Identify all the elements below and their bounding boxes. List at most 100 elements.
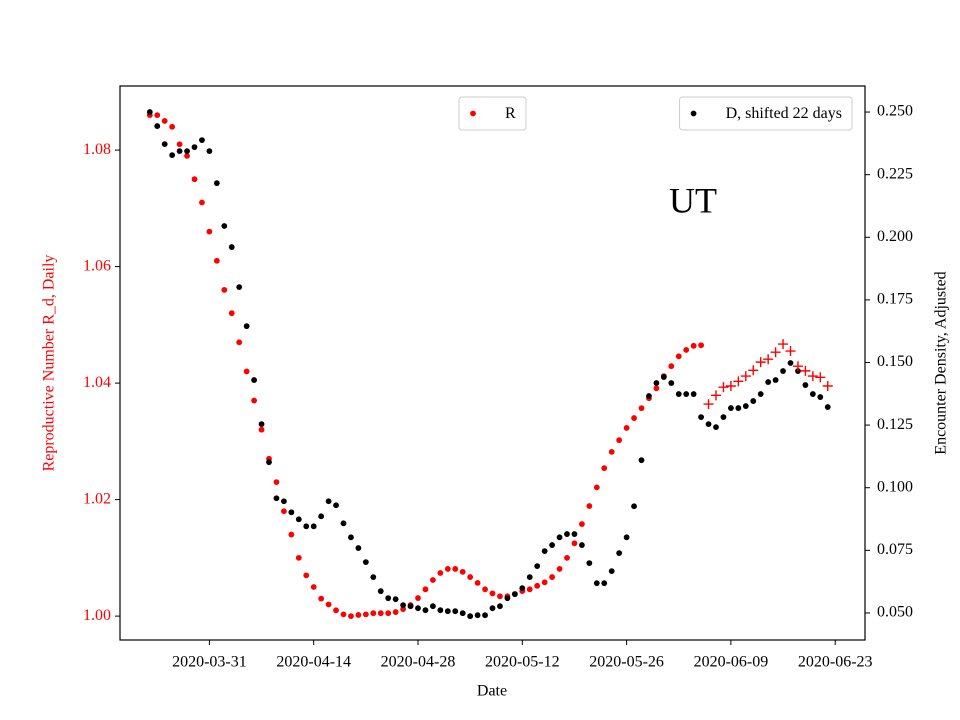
data-point xyxy=(243,368,250,375)
data-point xyxy=(161,118,168,124)
data-cross xyxy=(718,382,729,393)
y2-tick-label: 0.175 xyxy=(877,291,913,308)
data-point xyxy=(355,612,362,618)
data-point xyxy=(288,531,295,538)
data-point xyxy=(228,310,235,317)
data-point xyxy=(459,610,466,617)
data-point xyxy=(251,377,257,383)
x-tick-label: 2020-05-26 xyxy=(589,654,664,671)
data-point xyxy=(780,368,786,374)
data-point xyxy=(526,574,533,581)
data-point xyxy=(154,123,161,129)
data-point xyxy=(556,534,563,541)
data-point xyxy=(422,586,429,593)
data-point xyxy=(415,595,421,601)
data-point xyxy=(482,586,488,593)
data-point xyxy=(564,554,570,561)
data-point xyxy=(199,199,205,206)
data-point xyxy=(705,421,712,428)
data-point xyxy=(757,391,764,397)
data-point xyxy=(281,498,287,505)
data-point xyxy=(437,607,444,614)
x-tick-label: 2020-04-14 xyxy=(276,654,351,671)
data-point xyxy=(340,520,347,527)
data-point xyxy=(474,580,481,586)
data-point xyxy=(668,380,675,386)
data-point xyxy=(735,405,742,411)
data-point xyxy=(444,566,451,572)
y-axis-label: Reproductive Number R_d, Daily xyxy=(41,255,58,472)
data-point xyxy=(653,380,660,386)
data-point xyxy=(541,548,548,554)
data-point xyxy=(184,148,190,155)
data-point xyxy=(787,360,794,366)
data-cross xyxy=(725,381,736,392)
x-tick-label: 2020-06-09 xyxy=(694,654,769,671)
x-axis-label: Date xyxy=(477,683,507,700)
data-point xyxy=(407,603,414,610)
data-point xyxy=(616,550,623,556)
data-point xyxy=(199,137,205,143)
data-point xyxy=(713,424,719,431)
legend-label: R xyxy=(505,105,516,122)
x-tick-label: 2020-06-23 xyxy=(798,654,873,671)
data-cross xyxy=(778,339,789,350)
y2-tick-label: 0.075 xyxy=(877,541,913,558)
data-cross xyxy=(711,390,721,401)
data-point xyxy=(206,228,213,235)
data-point xyxy=(385,595,392,602)
data-point xyxy=(742,403,749,409)
y2-tick-label: 0.050 xyxy=(877,604,913,621)
data-point xyxy=(318,513,325,520)
data-point xyxy=(310,523,317,530)
data-point xyxy=(497,593,503,600)
data-point xyxy=(660,374,667,380)
data-point xyxy=(571,531,578,537)
data-point xyxy=(608,448,615,455)
data-point xyxy=(191,144,198,151)
data-point xyxy=(579,521,585,527)
data-point xyxy=(258,421,265,428)
data-point xyxy=(452,566,459,572)
data-cross xyxy=(807,371,818,382)
data-point xyxy=(243,323,250,330)
data-point xyxy=(549,574,555,580)
data-point xyxy=(273,479,280,486)
data-point xyxy=(415,605,421,612)
data-point xyxy=(549,542,555,548)
legend: D, shifted 22 days xyxy=(679,96,853,131)
data-point xyxy=(683,346,690,353)
y2-tick-label: 0.150 xyxy=(877,353,913,370)
data-point xyxy=(504,595,511,602)
data-point xyxy=(616,437,623,444)
data-point xyxy=(497,603,503,610)
data-point xyxy=(146,109,153,115)
data-point xyxy=(638,457,645,464)
data-point xyxy=(221,223,228,229)
data-point xyxy=(236,339,243,346)
data-point xyxy=(213,257,220,264)
data-point xyxy=(690,342,697,349)
data-point xyxy=(385,610,392,617)
y-tick-label: 1.06 xyxy=(83,257,111,274)
y2-tick-label: 0.200 xyxy=(877,228,913,245)
data-point xyxy=(534,563,541,570)
data-point xyxy=(430,603,436,610)
data-point xyxy=(601,580,608,587)
data-point xyxy=(623,534,630,541)
plot-frame xyxy=(119,85,866,641)
y2-tick-label: 0.250 xyxy=(877,103,913,120)
x-tick-label: 2020-03-31 xyxy=(172,654,247,671)
x-tick-label: 2020-05-12 xyxy=(485,654,560,671)
data-point xyxy=(564,531,570,537)
data-point xyxy=(191,176,198,183)
data-point xyxy=(646,393,652,399)
data-point xyxy=(638,405,645,412)
data-point xyxy=(176,141,183,148)
data-point xyxy=(519,585,526,592)
data-point xyxy=(750,398,757,404)
data-point xyxy=(824,404,831,410)
y-tick-label: 1.04 xyxy=(83,374,111,391)
data-point xyxy=(526,586,533,593)
data-point xyxy=(809,391,816,397)
